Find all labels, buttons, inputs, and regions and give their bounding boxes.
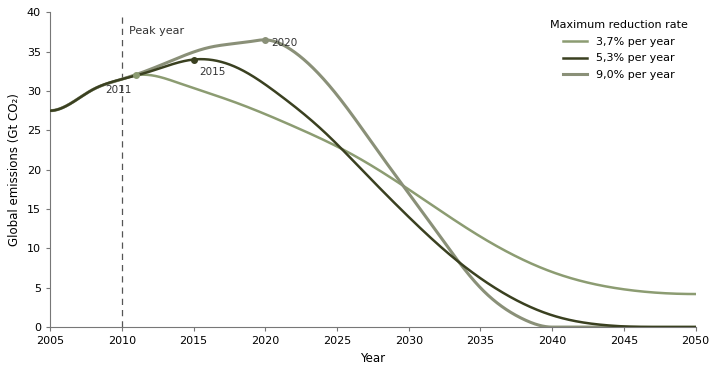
Y-axis label: Global emissions (Gt CO₂): Global emissions (Gt CO₂) [9, 93, 22, 246]
Text: 2015: 2015 [199, 67, 225, 77]
Text: 2011: 2011 [106, 85, 132, 95]
Text: 2020: 2020 [271, 38, 297, 48]
Text: Peak year: Peak year [129, 26, 184, 36]
Legend: 3,7% per year, 5,3% per year, 9,0% per year: 3,7% per year, 5,3% per year, 9,0% per y… [546, 16, 692, 85]
X-axis label: Year: Year [360, 352, 386, 365]
